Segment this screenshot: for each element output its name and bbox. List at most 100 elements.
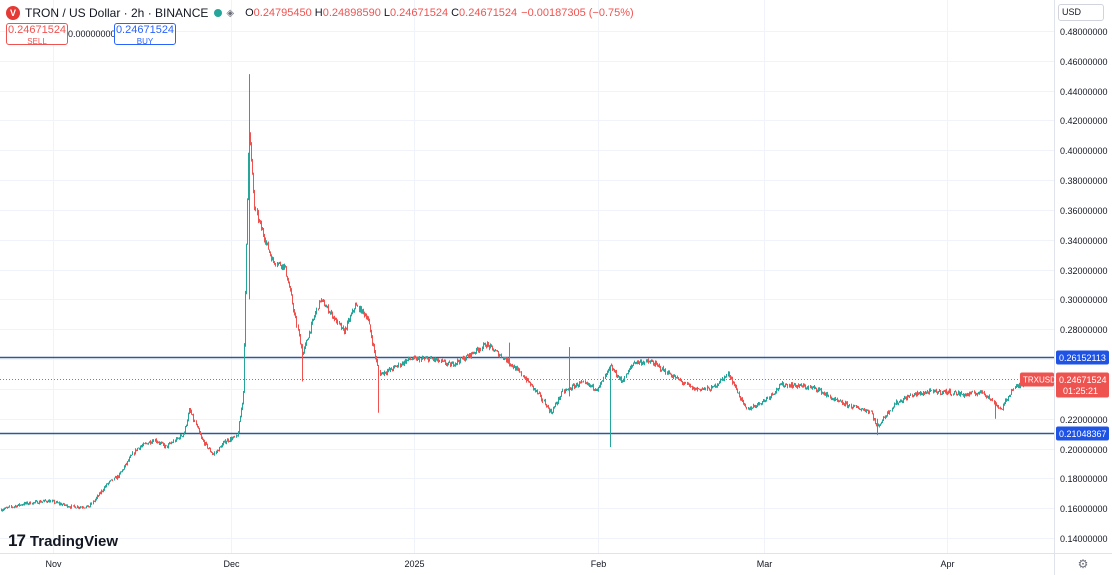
candle [334,315,335,322]
candle [622,380,623,383]
candle [920,390,921,396]
candle [149,441,150,444]
candle [677,375,678,379]
candle [974,390,975,394]
open-label: O [245,7,254,19]
candle [218,449,219,452]
gear-icon[interactable]: ⚙ [1077,557,1089,571]
candle [555,402,556,408]
candle [535,388,536,393]
candle [982,390,983,394]
candle [109,480,110,484]
sell-button[interactable]: 0.24671524 SELL [6,23,68,46]
candle [806,387,807,390]
candle [945,389,946,394]
candle [838,399,839,403]
candle [397,364,398,368]
candle [66,504,67,507]
candle [569,347,570,397]
candle [116,475,117,479]
candle [776,387,777,394]
candle [873,413,874,421]
candle [103,488,104,493]
candle [715,383,716,388]
candle [769,396,770,400]
candle [19,503,20,507]
candle [894,402,895,408]
candle [859,407,860,410]
candle [924,391,925,395]
candle [185,425,186,433]
candle [342,327,343,329]
candle [324,299,325,307]
candle [339,320,340,325]
candle [603,376,604,382]
candle [450,362,451,368]
candle [507,357,508,363]
symbol-badge-label: TRXUSD [1023,376,1056,385]
candle [975,391,976,397]
candle [441,359,442,363]
candle [332,311,333,319]
candle [823,392,824,395]
candle [430,356,431,359]
y-tick-label: 0.30000000 [1060,295,1108,305]
candle [577,382,578,387]
candle [929,388,930,395]
candle [344,328,345,335]
symbol-badge: TRXUSD [1020,372,1056,387]
candle [931,389,932,391]
candle [940,390,941,396]
candle [172,441,173,444]
candle [906,396,907,401]
symbol-title[interactable]: TRON / US Dollar · 2h · BINANCE [25,6,209,20]
candle [166,445,167,447]
candle [821,387,822,395]
candle [366,313,367,320]
x-tick-label: Nov [45,559,62,569]
candle [689,383,690,387]
candle [587,381,588,386]
candle [1002,408,1003,410]
candle [495,348,496,352]
candle [923,391,924,396]
candle [529,380,530,383]
visibility-icon[interactable]: ◈ [226,7,235,19]
candle [711,385,712,391]
candle [912,393,913,398]
candle [591,385,592,388]
countdown-label: 01:25:21 [1063,386,1098,396]
candle [157,440,158,444]
candle [996,402,997,407]
candle [497,349,498,352]
buy-button[interactable]: 0.24671524 BUY [114,23,176,46]
candle [3,508,4,512]
candle [1000,406,1001,410]
candle [490,343,491,349]
candle [959,391,960,396]
candle [87,505,88,507]
candle [638,360,639,365]
candle [352,308,353,315]
candle [620,376,621,381]
candle [202,436,203,441]
candle [540,392,541,397]
tradingview-logo[interactable]: 17 TradingView [8,531,118,551]
candle [967,392,968,397]
candle [131,454,132,457]
candle [76,507,77,509]
currency-selector[interactable]: USD [1058,4,1104,21]
candle [943,390,944,395]
candle [962,394,963,396]
candle [746,406,747,410]
candle [167,445,168,449]
candle [337,319,338,325]
candle [917,390,918,397]
candle [170,442,171,445]
candle [719,381,720,385]
candle [785,383,786,387]
candle [91,502,92,505]
candle [893,406,894,410]
candle [566,388,567,392]
